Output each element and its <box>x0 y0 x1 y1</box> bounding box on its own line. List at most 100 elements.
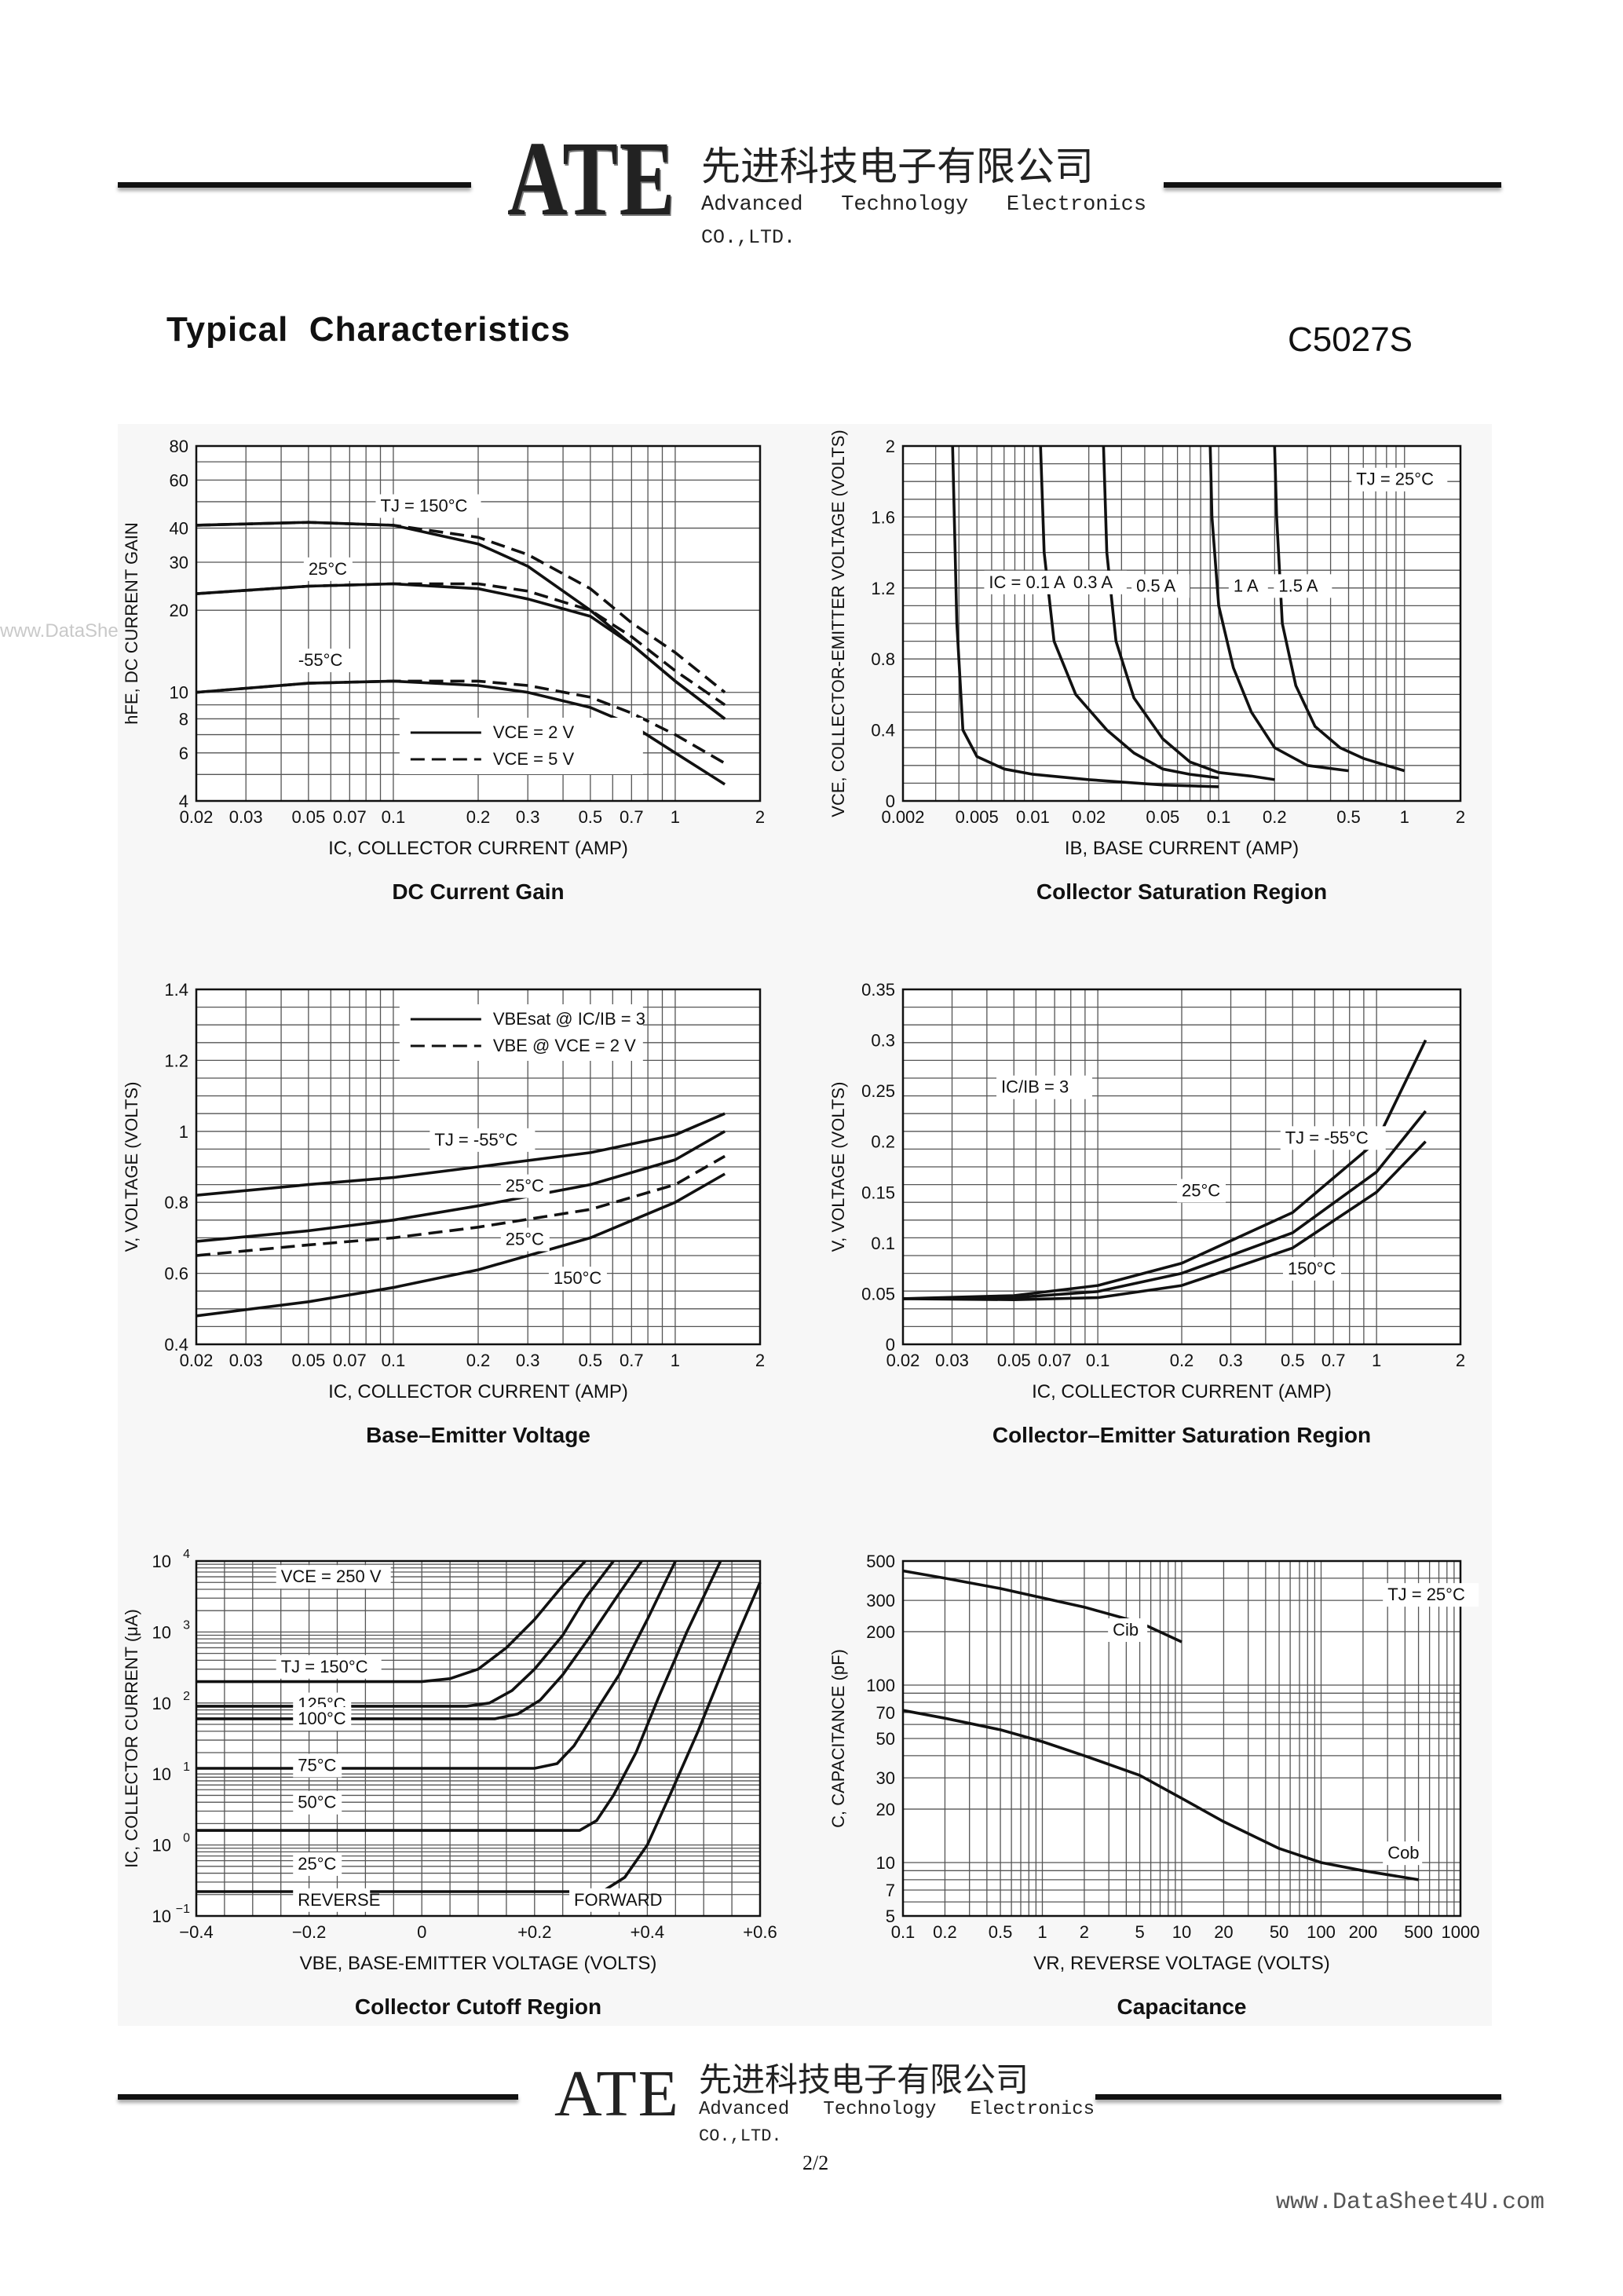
annotation-bg <box>548 1267 607 1291</box>
x-tick-label: 0.5 <box>1281 1351 1305 1370</box>
x-tick-label: 0.02 <box>1072 807 1106 827</box>
annotation-bg <box>303 557 353 581</box>
x-tick-label: 1 <box>671 807 680 827</box>
chart-title: Collector–Emitter Saturation Region <box>992 1423 1371 1447</box>
chart-capacitance: 0.1 0.2 0.5 1 2 5 10 20 50 100 200 500 1000 5 7 10 20 30 5… <box>828 1552 1479 2019</box>
chart-ce-saturation: 0.02 0.03 0.05 0.07 0.1 0.2 0.3 0.5 0.7 1 2 0 0.05 0.… <box>828 980 1465 1447</box>
plot-frame <box>195 444 762 803</box>
annotation-label: 150°C <box>1288 1259 1336 1278</box>
x-tick-label: 2 <box>1080 1922 1089 1942</box>
y-tick-label: 10 <box>152 1552 171 1571</box>
series-line <box>196 1559 643 1720</box>
annotation-bg <box>1280 1126 1386 1150</box>
y-tick-label: 0 <box>886 792 895 811</box>
chart-title: Capacitance <box>1117 1994 1247 2019</box>
x-tick-label: 20 <box>1214 1922 1233 1942</box>
y-tick-exponent: −1 <box>176 1903 190 1916</box>
chart-dc-gain: 0.02 0.03 0.05 0.07 0.1 0.2 0.3 0.5 0.7 1 2 4 6 8 10 20… <box>122 437 765 904</box>
annotation-label: VCE = 250 V <box>281 1567 382 1586</box>
x-tick-label: 200 <box>1349 1922 1378 1942</box>
y-tick-label: 60 <box>170 470 188 490</box>
annotation-bg <box>1177 1179 1226 1203</box>
y-tick-label: 10 <box>170 683 188 703</box>
header-company-en-1: Advanced Technology Electronics <box>701 193 1147 217</box>
annotation-label: TJ = 25°C <box>1387 1585 1465 1604</box>
annotation-bg <box>569 1888 647 1912</box>
x-axis-label: VR, REVERSE VOLTAGE (VOLTS) <box>1033 1953 1329 1974</box>
y-tick-label: 10 <box>152 1836 171 1855</box>
x-tick-label: 100 <box>1307 1922 1336 1942</box>
x-tick-label: 0.05 <box>1146 807 1179 827</box>
series-line <box>196 1559 615 1708</box>
annotation-bg <box>276 1565 391 1589</box>
part-number: C5027S <box>1288 320 1413 359</box>
series-line <box>902 1110 1427 1300</box>
x-tick-label: 2 <box>755 1351 765 1370</box>
series-line <box>902 1709 1419 1881</box>
x-tick-label: 0.2 <box>466 1351 491 1370</box>
watermark-bottom: www.DataSheet4U.com <box>1276 2189 1545 2216</box>
y-tick-label: 30 <box>876 1768 895 1788</box>
annotation-bg <box>293 1753 342 1778</box>
annotation-bg <box>293 1888 371 1912</box>
y-tick-label: 0.8 <box>871 649 895 669</box>
x-tick-label: 0.02 <box>886 1351 920 1370</box>
x-tick-label: 0.1 <box>891 1922 916 1942</box>
y-axis-label: IC, COLLECTOR CURRENT (μA) <box>122 1609 141 1868</box>
y-tick-label: 40 <box>170 519 188 539</box>
y-tick-label: 0.15 <box>861 1183 895 1202</box>
annotation-label: 75°C <box>298 1755 336 1775</box>
legend-label: VBEsat @ IC/IB = 3 <box>493 1009 645 1029</box>
x-tick-label: −0.4 <box>179 1922 213 1942</box>
y-tick-label: 4 <box>179 792 188 811</box>
footer-logo: ATE <box>554 2057 680 2130</box>
series-line <box>196 1112 726 1197</box>
annotation-label: Cob <box>1387 1843 1419 1863</box>
y-tick-label: 0.3 <box>871 1031 895 1051</box>
x-tick-label: 2 <box>1456 807 1465 827</box>
annotation-label: TJ = -55°C <box>434 1130 517 1150</box>
x-tick-label: 1 <box>1400 807 1409 827</box>
plot-frame <box>901 1559 1462 1918</box>
y-tick-label: 10 <box>152 1907 171 1926</box>
annotation-bg <box>293 1707 352 1731</box>
x-tick-label: 0.02 <box>180 807 214 827</box>
annotation-bg <box>1351 467 1448 492</box>
footer-company-en-2: CO.,LTD. <box>699 2126 782 2146</box>
annotation-bg <box>375 494 481 518</box>
y-tick-label: 30 <box>170 553 188 572</box>
x-tick-label: 0.005 <box>956 807 999 827</box>
x-tick-label: 0.03 <box>229 1351 263 1370</box>
y-tick-exponent: 4 <box>183 1548 190 1561</box>
x-axis-label: IC, COLLECTOR CURRENT (AMP) <box>1032 1381 1332 1402</box>
y-tick-label: 1.6 <box>871 507 895 527</box>
plot-frame <box>195 988 762 1346</box>
y-tick-label: 0.8 <box>164 1193 188 1212</box>
annotation-bg <box>1068 570 1127 594</box>
annotation-bg <box>500 1227 550 1252</box>
y-tick-label: 5 <box>886 1907 895 1926</box>
x-tick-label: 0.2 <box>933 1922 957 1942</box>
annotation-bg <box>500 1174 550 1198</box>
y-tick-label: 0.35 <box>861 980 895 1000</box>
footer-rule-left <box>118 2094 518 2100</box>
legend-label: VCE = 2 V <box>493 722 575 742</box>
series-line <box>196 1154 726 1257</box>
y-tick-label: 2 <box>886 437 895 456</box>
y-axis-label: V, VOLTAGE (VOLTS) <box>828 1082 848 1252</box>
annotation-label: 1 A <box>1234 576 1259 595</box>
annotation-label: 25°C <box>506 1229 544 1249</box>
y-tick-exponent: 1 <box>183 1760 190 1774</box>
annotation-bg <box>293 1790 342 1815</box>
y-tick-label: 200 <box>866 1622 895 1642</box>
y-tick-label: 0.4 <box>871 721 895 740</box>
chart-title: Base–Emitter Voltage <box>366 1423 590 1447</box>
plot-frame <box>901 444 1462 803</box>
annotation-bg <box>1274 574 1332 598</box>
annotation-bg <box>276 1654 382 1679</box>
x-tick-label: 0.5 <box>579 807 603 827</box>
chart-collector-saturation: 0.002 0.005 0.01 0.02 0.05 0.1 0.2 0.5 1 2 0 0.4 0.8… <box>828 430 1465 904</box>
x-tick-label: 500 <box>1404 1922 1433 1942</box>
y-tick-label: 10 <box>152 1764 171 1784</box>
y-tick-label: 1.2 <box>871 579 895 598</box>
